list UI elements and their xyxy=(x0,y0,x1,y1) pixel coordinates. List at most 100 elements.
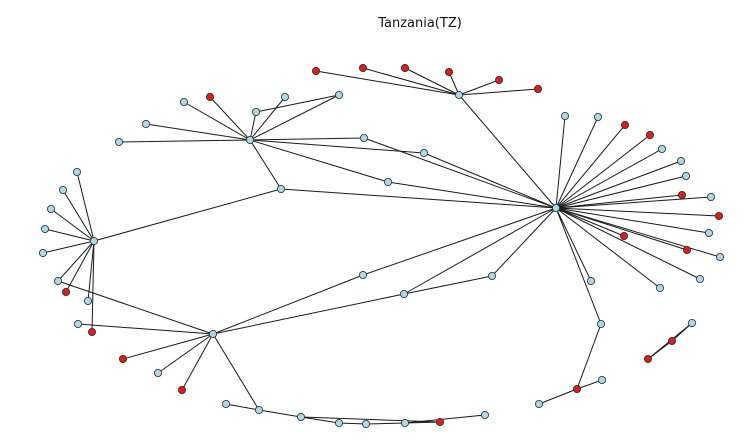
graph-edge xyxy=(77,323,214,335)
graph-node-highlighted xyxy=(715,211,724,220)
graph-node xyxy=(153,368,162,377)
graph-node-highlighted xyxy=(119,354,128,363)
graph-edge xyxy=(118,139,251,143)
node-layer xyxy=(39,64,725,428)
graph-edge xyxy=(555,207,710,234)
graph-node xyxy=(74,319,83,328)
graph-node xyxy=(594,113,603,122)
graph-edge xyxy=(315,70,460,96)
graph-edge xyxy=(76,171,95,242)
graph-edge xyxy=(62,189,95,242)
graph-node xyxy=(419,148,428,157)
graph-edge xyxy=(249,139,282,190)
graph-node xyxy=(705,228,714,237)
graph-node xyxy=(39,248,48,257)
graph-edge xyxy=(458,79,500,96)
graph-node xyxy=(361,419,370,428)
graph-node-highlighted xyxy=(668,336,677,345)
graph-edge xyxy=(576,323,602,390)
graph-node xyxy=(587,276,596,285)
graph-edge xyxy=(555,207,661,289)
graph-node xyxy=(359,133,368,142)
graph-node xyxy=(84,296,93,305)
graph-edge xyxy=(91,240,95,333)
graph-node xyxy=(245,135,254,144)
graph-node xyxy=(656,283,665,292)
graph-node xyxy=(454,91,463,100)
graph-edge xyxy=(555,194,683,209)
graph-node-highlighted xyxy=(435,417,444,426)
graph-node xyxy=(535,399,544,408)
graph-node-highlighted xyxy=(177,385,186,394)
graph-node xyxy=(707,192,716,201)
graph-edge xyxy=(57,280,214,335)
graph-edge xyxy=(145,123,251,141)
graph-edge xyxy=(555,124,626,209)
graph-edge xyxy=(87,240,95,302)
graph-node xyxy=(487,271,496,280)
graph-edge xyxy=(42,240,95,254)
graph-node xyxy=(47,204,56,213)
graph-node xyxy=(221,399,230,408)
graph-node xyxy=(251,108,260,117)
graph-node xyxy=(716,252,725,261)
graph-node xyxy=(115,137,124,146)
graph-node xyxy=(41,224,50,233)
graph-edge xyxy=(249,111,257,141)
graph-edge xyxy=(423,152,557,209)
graph-edge xyxy=(362,67,460,96)
graph-edge xyxy=(448,71,460,96)
graph-edge xyxy=(249,96,286,141)
graph-node xyxy=(59,185,68,194)
graph-node xyxy=(383,177,392,186)
graph-node-highlighted xyxy=(444,68,453,77)
graph-edge xyxy=(122,333,214,360)
graph-edge xyxy=(555,160,682,209)
graph-node xyxy=(280,93,289,102)
graph-edge xyxy=(555,207,602,325)
graph-edge xyxy=(458,88,539,96)
graph-node-highlighted xyxy=(400,64,409,73)
graph-edge xyxy=(403,275,493,295)
graph-edge xyxy=(249,137,365,141)
graph-edge xyxy=(57,240,95,282)
graph-node-highlighted xyxy=(534,85,543,94)
graph-node xyxy=(73,167,82,176)
graph-node-highlighted xyxy=(62,287,71,296)
graph-node-highlighted xyxy=(678,190,687,199)
graph-edge xyxy=(387,181,557,209)
graph-edge xyxy=(280,188,557,209)
graph-node-highlighted xyxy=(573,384,582,393)
graph-edge xyxy=(225,403,260,411)
graph-edge xyxy=(555,207,701,280)
graph-edge xyxy=(363,137,557,209)
graph-node xyxy=(598,375,607,384)
graph-edge xyxy=(212,333,260,411)
graph-node xyxy=(208,329,217,338)
graph-node xyxy=(54,276,63,285)
graph-edge xyxy=(555,207,720,217)
graph-edge xyxy=(555,175,687,209)
graph-node-highlighted xyxy=(646,130,655,139)
graph-node-highlighted xyxy=(88,327,97,336)
graph-edge xyxy=(183,101,251,141)
graph-node xyxy=(254,405,263,414)
graph-edge xyxy=(458,94,557,209)
graph-edge xyxy=(300,416,340,424)
graph-edge xyxy=(249,139,425,154)
graph-node xyxy=(682,171,691,180)
graph-edge xyxy=(209,96,251,141)
graph-node xyxy=(480,410,489,419)
graph-node xyxy=(400,418,409,427)
graph-node xyxy=(677,156,686,165)
graph-node-highlighted xyxy=(683,245,692,254)
graph-edge xyxy=(338,422,367,425)
graph-node xyxy=(334,91,343,100)
graph-edge xyxy=(249,139,389,183)
graph-edge xyxy=(65,240,95,293)
graph-edge xyxy=(362,207,557,276)
graph-node xyxy=(276,184,285,193)
graph-edge xyxy=(212,274,364,335)
graph-edge xyxy=(255,94,340,113)
